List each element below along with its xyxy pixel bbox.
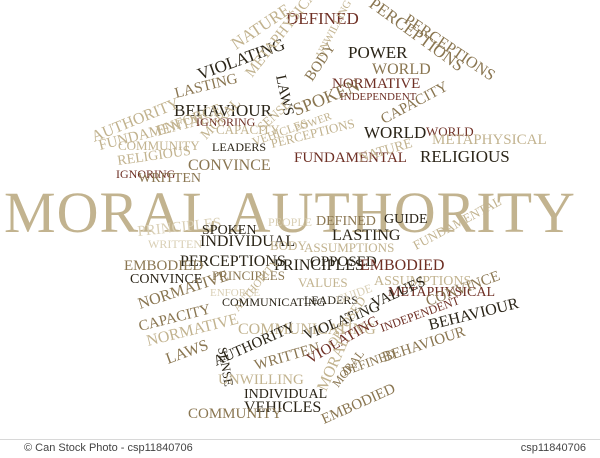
cloud-title-word: MORAL AUTHORITY [4,180,576,245]
cloud-word: NORMATIVE [332,76,420,92]
cloud-word: WRITTEN [148,237,202,251]
cloud-word: LASTING [332,227,401,244]
cloud-word: METAPHYSICAL [432,132,547,148]
cloud-word: POWER [348,43,408,62]
cloud-word: METAPHYSICAL [388,285,495,300]
cloud-word: WORLD [426,124,474,139]
cloud-word: PRINCIPLES [274,257,364,274]
cloud-word: WORLD [372,61,431,78]
cloud-word: BEHAVIOUR [174,101,273,120]
cloud-word: EMBODIED [124,258,203,274]
cloud-word: COMMUNITY [188,406,282,422]
image-id-text: csp11840706 [520,442,586,454]
cloud-word: BODY [270,238,307,253]
cloud-word: COMMUNICATING [238,321,376,338]
cloud-word: CONVINCE [130,272,202,287]
cloud-word: RELIGIOUS [420,147,510,166]
cloud-word: WORLD [364,123,426,142]
cloud-word: UNWILLING [218,372,304,388]
cloud-word: ASSUMPTIONS [374,274,471,289]
cloud-word: COMMUNITY [118,138,200,153]
cloud-word: SENSE [215,346,237,388]
cloud-word: PERCEPTIONS [180,253,286,270]
cloud-word: PEOPLE [268,215,312,229]
cloud-word: PRINCIPLES [212,268,285,283]
cloud-word: OPPOSED [310,254,377,270]
cloud-word: FUNDAMENTAL [294,150,407,166]
cloud-word: DEFINED [286,9,359,28]
cloud-word: GUIDE [384,212,428,227]
cloud-word: INDIVIDUAL [200,233,295,250]
cloud-word: INDEPENDENT [340,91,417,103]
cloud-word: VALUES [298,275,348,290]
cloud-word: CONVINCE [188,157,271,174]
cloud-word: INDIVIDUAL [244,387,327,402]
cloud-word: EMBODIED [360,257,444,274]
cloud-word: COMMUNICATING [222,295,326,309]
cloud-word: LEADERS [212,140,266,154]
credit-text: © Can Stock Photo - csp11840706 [24,442,193,454]
cloud-word: IGNORING [196,115,256,129]
stock-footer: © Can Stock Photo - csp11840706 csp11840… [0,439,600,458]
cloud-word: LEADERS [304,293,358,307]
cloud-word: VEHICLES [244,399,321,416]
cloud-word: IGNORING [116,167,176,181]
cloud-word: SPOKEN [202,223,256,238]
cloud-word: WRITTEN [138,171,201,186]
cloud-word: DEFINED [316,214,376,229]
cloud-word: CAPACITY [216,122,280,137]
cloud-word: ENFORCE [210,287,260,299]
cloud-word: ASSUMPTIONS [304,240,394,255]
